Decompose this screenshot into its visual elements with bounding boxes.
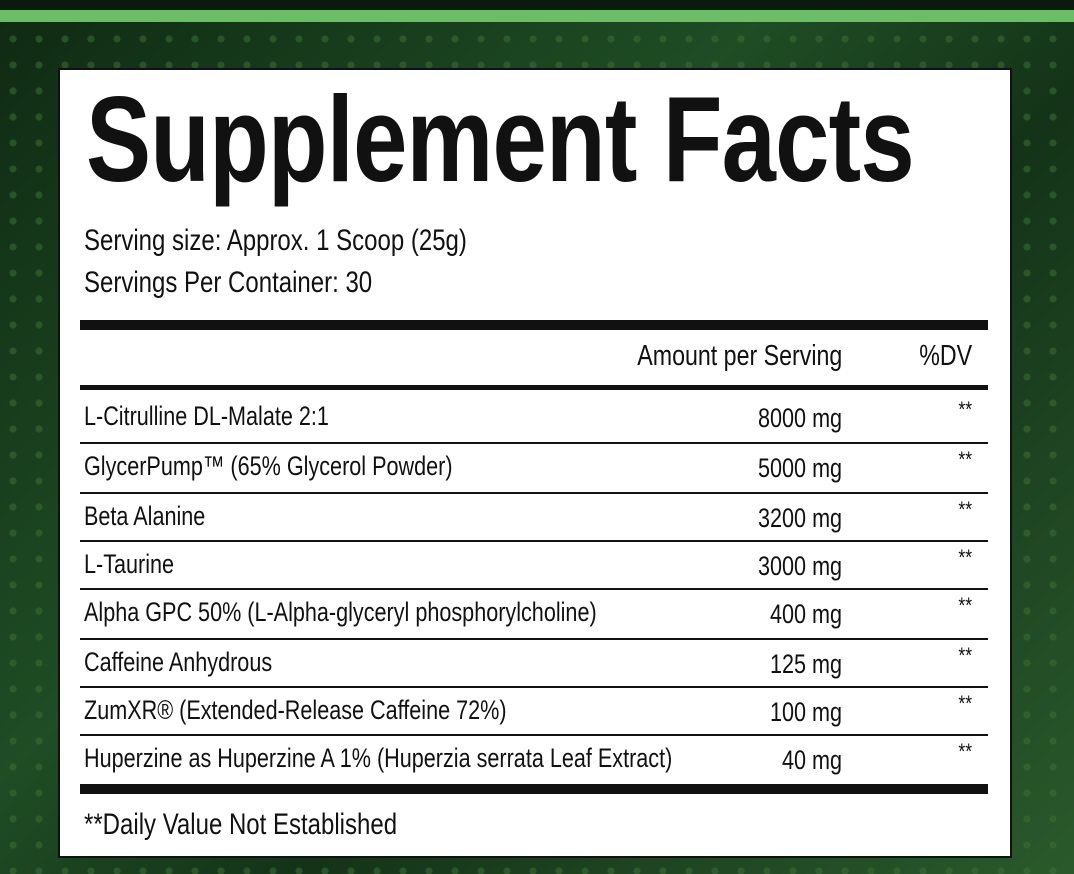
column-header: %DV [919, 340, 972, 372]
ingredient-name: Beta Alanine [84, 501, 206, 531]
daily-value: ** [958, 545, 972, 570]
ingredient-name: Alpha GPC 50% (L-Alpha-glyceryl phosphor… [84, 597, 597, 627]
thick-rule [80, 784, 988, 794]
amount: 8000 mg [757, 403, 842, 433]
amount: 40 mg [781, 745, 842, 775]
medium-rule [80, 385, 988, 390]
row-rule [80, 638, 988, 640]
row-rule [80, 492, 988, 494]
amount: 3000 mg [757, 551, 842, 581]
green-stripe [0, 10, 1074, 22]
footnote: **Daily Value Not Established [84, 808, 398, 841]
amount: 125 mg [769, 649, 842, 679]
serving-size: Serving size: Approx. 1 Scoop (25g) [84, 224, 467, 257]
daily-value: ** [958, 497, 972, 522]
ingredient-name: L-Citrulline DL-Malate 2:1 [84, 401, 329, 431]
row-rule [80, 442, 988, 444]
ingredient-name: L-Taurine [84, 549, 175, 579]
daily-value: ** [958, 691, 972, 716]
row-rule [80, 540, 988, 542]
daily-value: ** [958, 447, 972, 472]
daily-value: ** [958, 739, 972, 764]
amount: 3200 mg [757, 503, 842, 533]
ingredient-name: GlycerPump™ (65% Glycerol Powder) [84, 451, 453, 481]
column-header: Amount per Serving [636, 340, 842, 372]
daily-value: ** [958, 593, 972, 618]
ingredient-name: ZumXR® (Extended-Release Caffeine 72%) [84, 695, 507, 725]
daily-value: ** [958, 643, 972, 668]
title: Supplement Facts [86, 71, 915, 207]
row-rule [80, 588, 988, 590]
daily-value: ** [958, 397, 972, 422]
row-rule [80, 734, 988, 736]
top-bar [0, 0, 1074, 10]
amount: 5000 mg [757, 453, 842, 483]
row-rule [80, 686, 988, 688]
ingredient-name: Huperzine as Huperzine A 1% (Huperzia se… [84, 743, 673, 773]
amount: 400 mg [769, 599, 842, 629]
amount: 100 mg [769, 697, 842, 727]
thick-rule [80, 320, 988, 330]
servings-per-container: Servings Per Container: 30 [84, 266, 373, 299]
ingredient-name: Caffeine Anhydrous [84, 647, 273, 677]
facts-panel: Supplement Facts Serving size: Approx. 1… [58, 68, 1012, 858]
